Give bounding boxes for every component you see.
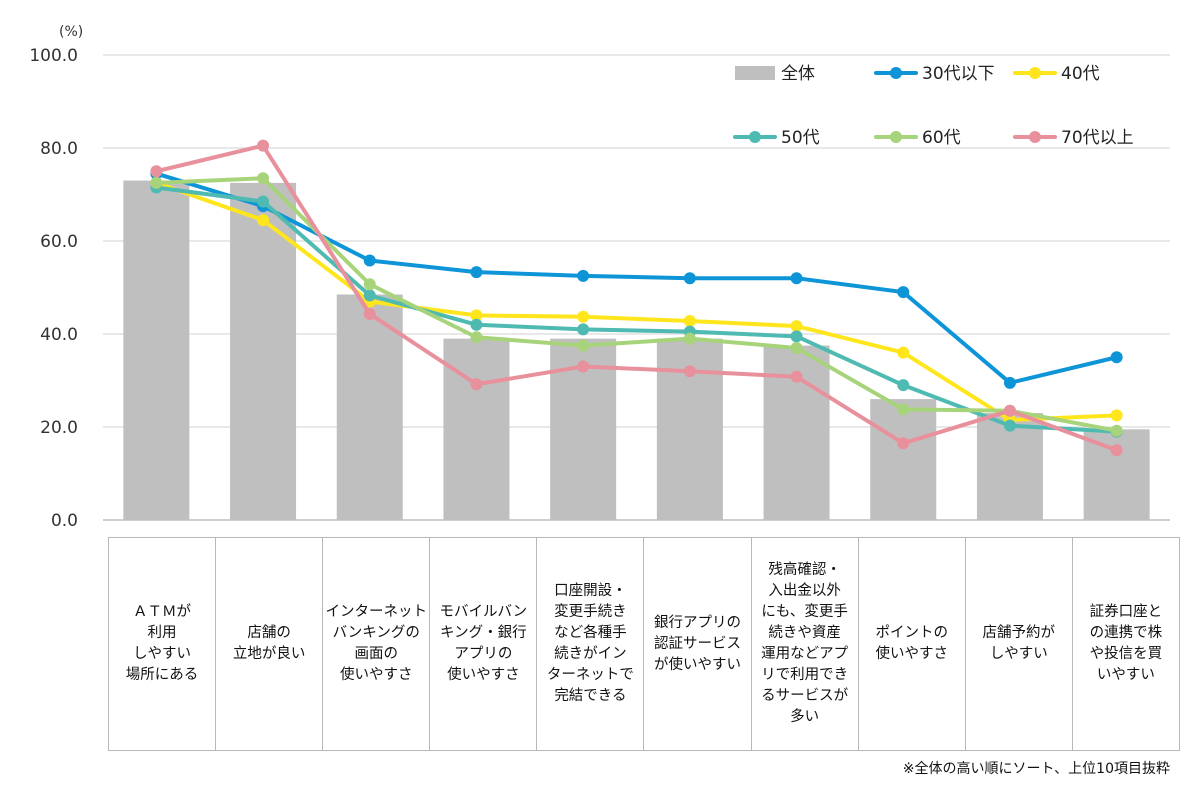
- legend-item: 60代: [874, 128, 961, 148]
- data-point: [790, 272, 803, 285]
- data-point: [363, 308, 376, 321]
- data-point: [897, 286, 910, 299]
- data-point: [1003, 419, 1016, 432]
- legend-label: 60代: [922, 128, 961, 148]
- bar: [230, 182, 297, 520]
- data-point: [470, 266, 483, 279]
- category-label: 口座開設・ 変更手続き など各種手 続きがイン ターネットで 完結できる: [536, 537, 645, 751]
- legend-marker: [890, 67, 902, 79]
- data-point: [1003, 376, 1016, 389]
- data-point: [897, 379, 910, 392]
- data-point: [1110, 424, 1123, 437]
- line-series: [150, 139, 1123, 457]
- y-unit-label: (%): [59, 24, 83, 40]
- category-label: モバイルバン キング・銀行 アプリの 使いやすさ: [429, 537, 538, 751]
- series-line: [150, 176, 1123, 427]
- data-point: [683, 365, 696, 378]
- data-point: [790, 341, 803, 354]
- footnote: ※全体の高い順にソート、上位10項目抜粋: [902, 761, 1170, 777]
- legend-marker: [1029, 131, 1041, 143]
- legend-item: 全体: [735, 64, 815, 84]
- series-path: [154, 143, 1119, 453]
- data-point: [577, 323, 590, 336]
- y-tick-label: 60.0: [40, 232, 78, 252]
- legend-marker: [890, 131, 902, 143]
- y-tick-label: 20.0: [40, 418, 78, 438]
- data-point: [1110, 409, 1123, 422]
- series-path: [154, 185, 1119, 434]
- y-tick-label: 80.0: [40, 139, 78, 159]
- data-point: [470, 378, 483, 391]
- data-point: [1003, 404, 1016, 417]
- category-label: インターネット バンキングの 画面の 使いやすさ: [322, 537, 431, 751]
- data-point: [257, 172, 270, 185]
- bar: [443, 338, 510, 520]
- data-point: [470, 318, 483, 331]
- data-point: [363, 278, 376, 291]
- data-point: [1110, 351, 1123, 364]
- legend-swatch: [735, 66, 775, 80]
- category-label: ＡＴＭが 利用 しやすい 場所にある: [107, 537, 217, 751]
- category-label: 店舗の 立地が良い: [215, 537, 324, 751]
- legend-marker: [1029, 67, 1041, 79]
- data-point: [577, 339, 590, 352]
- data-point: [683, 272, 696, 285]
- y-tick-label: 40.0: [40, 325, 78, 345]
- category-label: 店舗予約が しやすい: [964, 537, 1073, 751]
- y-tick-label: 0.0: [51, 511, 78, 531]
- legend-label: 全体: [781, 64, 815, 84]
- y-tick-label: 100.0: [29, 46, 78, 66]
- data-point: [363, 289, 376, 302]
- data-point: [257, 214, 270, 227]
- data-point: [1110, 444, 1123, 457]
- data-point: [683, 314, 696, 327]
- category-table: ＡＴＭが 利用 しやすい 場所にある 店舗の 立地が良い インターネット バンキングの 画面の使…: [107, 537, 1181, 751]
- data-point: [470, 309, 483, 322]
- data-point: [150, 165, 163, 178]
- legend-item: 70代以上: [1013, 128, 1134, 148]
- legend-label: 30代以下: [922, 64, 995, 84]
- data-point: [257, 139, 270, 152]
- data-point: [363, 254, 376, 267]
- category-row: ＡＴＭが 利用 しやすい 場所にある 店舗の 立地が良い インターネット バンキングの 画面の使…: [107, 537, 1181, 751]
- bar: [123, 180, 190, 521]
- data-point: [790, 320, 803, 333]
- data-point: [150, 176, 163, 189]
- series-path: [154, 180, 1119, 423]
- category-label: 銀行アプリの 認証サービス が使いやすい: [643, 537, 752, 751]
- y-axis: (%) 0.0 20.0 40.0 60.0 80.0 100.0: [29, 24, 83, 531]
- legend-label: 50代: [781, 128, 820, 148]
- data-point: [577, 360, 590, 373]
- bar: [870, 399, 937, 520]
- series-line: [150, 139, 1123, 457]
- legend-label: 70代以上: [1061, 128, 1134, 148]
- data-point: [577, 269, 590, 282]
- data-point: [790, 370, 803, 383]
- legend-label: 40代: [1061, 64, 1100, 84]
- data-point: [790, 330, 803, 343]
- data-point: [577, 310, 590, 323]
- legend: 全体 30代以下 40代 50代 60代 70代以上: [733, 64, 1134, 148]
- data-point: [897, 437, 910, 450]
- legend-item: 50代: [733, 128, 820, 148]
- category-label: 残高確認・ 入出金以外 にも、変更手 続きや資産 運用などアプ リで利用でき るサービスが多…: [750, 537, 859, 751]
- series-path: [154, 176, 1119, 433]
- data-point: [897, 403, 910, 416]
- data-point: [257, 195, 270, 208]
- data-point: [683, 332, 696, 345]
- category-label: ポイントの 使いやすさ: [857, 537, 966, 751]
- data-point: [897, 346, 910, 359]
- legend-marker: [749, 131, 761, 143]
- bar: [336, 294, 403, 520]
- legend-item: 30代以下: [874, 64, 995, 84]
- category-label: 証券口座と の連携で株 や投信を買 いやすい: [1071, 537, 1181, 751]
- legend-item: 40代: [1013, 64, 1100, 84]
- data-point: [470, 331, 483, 344]
